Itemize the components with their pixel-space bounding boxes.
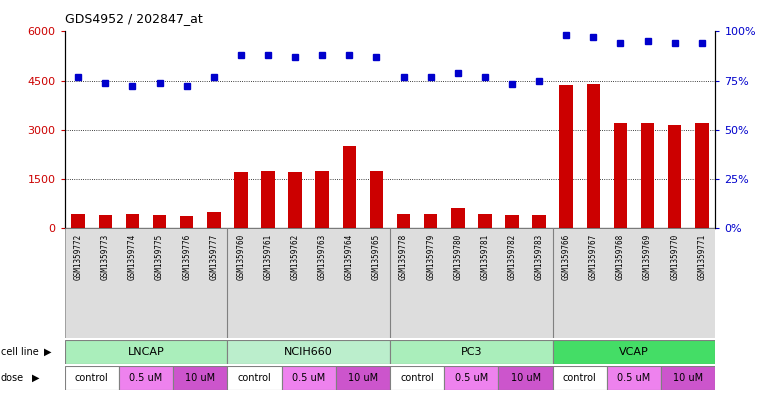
Text: 0.5 uM: 0.5 uM [292,373,325,383]
Text: 10 uM: 10 uM [348,373,378,383]
Text: control: control [563,373,597,383]
Bar [641,123,654,228]
Text: 10 uM: 10 uM [185,373,215,383]
Bar [390,340,552,364]
Text: GSM1359773: GSM1359773 [101,233,110,280]
Text: GSM1359778: GSM1359778 [399,233,408,280]
Bar [587,84,600,228]
Bar [552,366,607,390]
Bar [396,214,410,228]
Text: GSM1359774: GSM1359774 [128,233,137,280]
Bar [65,340,228,364]
Text: GSM1359779: GSM1359779 [426,233,435,280]
Text: dose: dose [1,373,24,383]
Text: GSM1359777: GSM1359777 [209,233,218,280]
Bar [126,214,139,228]
Bar [342,146,356,228]
Text: GSM1359772: GSM1359772 [74,233,83,280]
Text: GDS4952 / 202847_at: GDS4952 / 202847_at [65,12,202,25]
Bar [478,214,492,228]
Text: 10 uM: 10 uM [673,373,703,383]
Text: NCIH660: NCIH660 [285,347,333,357]
Bar [498,366,552,390]
Bar [613,123,627,228]
Text: GSM1359771: GSM1359771 [697,233,706,280]
Text: GSM1359761: GSM1359761 [263,233,272,280]
Bar [451,208,464,228]
Text: VCAP: VCAP [619,347,649,357]
Text: GSM1359764: GSM1359764 [345,233,354,280]
Bar [552,340,715,364]
Text: GSM1359763: GSM1359763 [318,233,326,280]
Bar [72,214,85,228]
Text: 10 uM: 10 uM [511,373,540,383]
Bar [207,211,221,228]
Bar [533,215,546,228]
Bar [444,366,498,390]
Bar [228,366,282,390]
Bar [505,215,519,228]
Text: 0.5 uM: 0.5 uM [455,373,488,383]
Text: control: control [400,373,434,383]
Text: 0.5 uM: 0.5 uM [129,373,163,383]
Text: GSM1359767: GSM1359767 [589,233,598,280]
Text: GSM1359782: GSM1359782 [508,233,517,280]
Bar [228,340,390,364]
Bar [336,366,390,390]
Bar [661,366,715,390]
Text: GSM1359780: GSM1359780 [454,233,462,280]
Bar [282,366,336,390]
Text: GSM1359766: GSM1359766 [562,233,571,280]
Bar [424,214,438,228]
Text: GSM1359760: GSM1359760 [237,233,245,280]
Text: cell line: cell line [1,347,39,357]
Text: GSM1359770: GSM1359770 [670,233,679,280]
Text: PC3: PC3 [460,347,482,357]
Text: GSM1359776: GSM1359776 [182,233,191,280]
Text: control: control [75,373,109,383]
Bar [607,366,661,390]
Bar [695,123,708,228]
Bar [65,366,119,390]
Bar [390,366,444,390]
Text: GSM1359769: GSM1359769 [643,233,652,280]
Text: GSM1359781: GSM1359781 [480,233,489,280]
Bar [99,215,112,228]
Bar [370,171,384,228]
Bar [234,172,247,228]
Bar [180,216,193,228]
Bar [288,172,302,228]
Bar [316,171,329,228]
Text: 0.5 uM: 0.5 uM [617,373,651,383]
Text: LNCAP: LNCAP [128,347,164,357]
Text: GSM1359765: GSM1359765 [372,233,381,280]
Text: GSM1359783: GSM1359783 [535,233,543,280]
Bar [559,86,573,228]
Text: GSM1359762: GSM1359762 [291,233,300,280]
Bar [153,215,167,228]
Bar [668,125,681,228]
Bar [261,171,275,228]
Text: ▶: ▶ [44,347,52,357]
Text: GSM1359768: GSM1359768 [616,233,625,280]
Text: ▶: ▶ [32,373,40,383]
Bar [174,366,228,390]
Text: control: control [237,373,272,383]
Bar [119,366,174,390]
Text: GSM1359775: GSM1359775 [155,233,164,280]
